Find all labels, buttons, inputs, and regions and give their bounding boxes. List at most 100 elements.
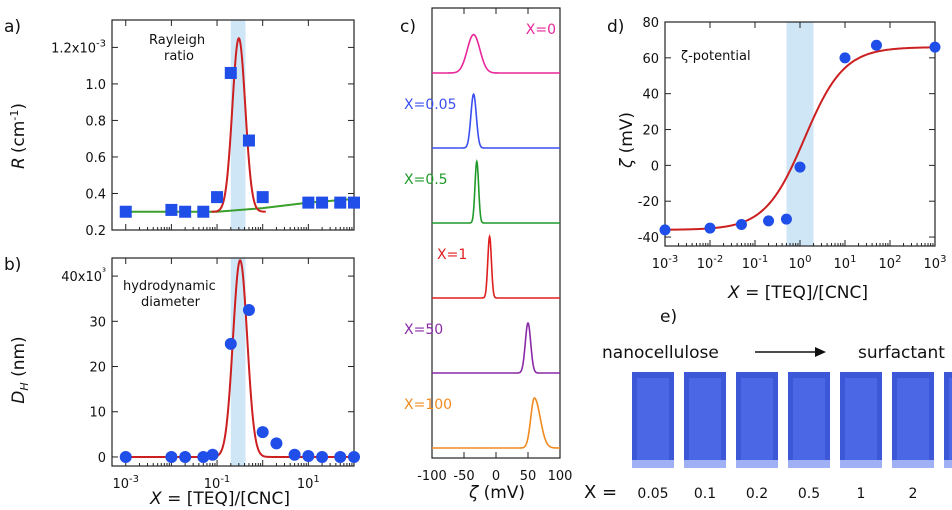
x-tick-label-c: -50 <box>453 469 474 484</box>
panel-c-label: c) <box>400 17 416 37</box>
y-axis-label-a-close: ) <box>9 103 29 110</box>
data-point-b <box>256 426 269 439</box>
fit-line-red-a <box>211 36 266 213</box>
plot-frame-c <box>431 7 561 459</box>
data-point-a <box>242 134 255 147</box>
x-axis-label-c: ζ (mV) <box>468 483 525 503</box>
data-point-b <box>316 450 329 463</box>
annotation-b-line2: diameter <box>141 295 201 310</box>
y-tick-label-a: 0.4 <box>85 187 106 202</box>
x-tick-label-c: 100 <box>548 469 573 484</box>
y-tick-label-b: 10 <box>89 406 106 421</box>
x-tick-label-c: 0 <box>492 469 500 484</box>
x-tick-label-c: -100 <box>417 469 447 484</box>
data-point-a <box>316 196 329 209</box>
panel-b-chart: hydrodynamic diameter DH (nm) X = [TEQ]/… <box>9 257 360 509</box>
series-label-x0: X=0 <box>526 22 556 38</box>
panel-e-label: e) <box>660 307 677 327</box>
data-point-d <box>929 41 941 53</box>
y-axis-label-b: DH (nm) <box>9 336 31 403</box>
y-tick-label-b: 0 <box>98 451 106 466</box>
plot-frame-a <box>111 19 355 231</box>
y-tick-label-d: 40 <box>642 88 659 103</box>
data-point-a <box>302 196 315 209</box>
data-point-b <box>224 337 237 350</box>
data-point-a <box>211 191 224 204</box>
y-tick-label-d: 80 <box>642 16 659 31</box>
y-tick-label-b: 40x10³ <box>61 267 106 285</box>
vial-base-0.2 <box>736 460 778 468</box>
vial-5 <box>944 372 952 468</box>
y-tick-label-d: -20 <box>638 195 659 210</box>
y-tick-label-b: 30 <box>89 315 106 330</box>
x-axis-label-b: X = [TEQ]/[CNC] <box>149 489 290 509</box>
annotation-b-line1: hydrodynamic <box>123 279 216 294</box>
series-label-x50: X=50 <box>404 322 443 338</box>
vial-inner-2 <box>897 378 929 466</box>
x-tick-label-d: 100 <box>789 254 812 272</box>
arrow-head <box>815 347 826 357</box>
y-axis-label-a: R (cm-1) <box>8 103 29 169</box>
plot-frame-b <box>111 257 355 467</box>
y-tick-label-d: 60 <box>642 52 659 67</box>
data-point-d <box>870 39 882 51</box>
vial-x-value-label: 1 <box>857 486 866 502</box>
x-tick-label-b: 10-3 <box>112 474 139 492</box>
vial-base-1 <box>840 460 882 468</box>
x-tick-label-c: 50 <box>520 469 537 484</box>
y-tick-label-a: 1.2x10-3 <box>51 38 106 56</box>
nanocellulose-label: nanocellulose <box>602 343 719 363</box>
vial-base-2 <box>892 460 934 468</box>
annotation-a-line2: ratio <box>164 49 194 64</box>
x-tick-label-d: 103 <box>924 254 947 272</box>
panel-e-photo-strip: nanocellulose surfactant X = 0.05 0.1 0.2 0… <box>584 343 952 503</box>
shaded-band-a <box>230 20 246 230</box>
data-point-a <box>197 205 210 218</box>
series-label-x005: X=0.05 <box>404 97 457 113</box>
panel-c-chart: ζ (mV) -100 -50 0 50 100 X=0 X=0.05 X=0.5 X=1 X=5… <box>404 7 573 503</box>
x-tick-label-d: 101 <box>834 254 857 272</box>
vial-x-value-label: 0.1 <box>694 486 716 502</box>
vial-inner-0.2 <box>741 378 773 466</box>
data-point-d <box>839 52 851 64</box>
data-point-a <box>165 203 178 216</box>
series-line-x100 <box>432 397 561 449</box>
y-tick-label-b: 20 <box>89 361 106 376</box>
series-label-x100: X=100 <box>404 397 452 413</box>
x-tick-label-d: 10-2 <box>697 254 724 272</box>
panel-a-chart: Rayleigh ratio R (cm-1) 0.2 0.4 0.6 0.8 1.0 1.… <box>8 19 360 239</box>
y-axis-label-d: ζ (mV) <box>617 112 637 169</box>
annotation-d: ζ-potential <box>681 49 751 64</box>
x-tick-label-b: 101 <box>297 474 320 492</box>
y-tick-label-a: 0.2 <box>85 224 106 239</box>
x-tick-label-b: 10-1 <box>204 474 231 492</box>
data-point-b <box>197 450 210 463</box>
vial-x-value-label: 0.05 <box>637 486 668 502</box>
vial-inner-0.1 <box>689 378 721 466</box>
x-prefix-label: X = <box>584 482 617 503</box>
vial-x-value-label: 2 <box>909 486 918 502</box>
panel-b-label: b) <box>4 255 21 275</box>
series-line-x1 <box>432 233 560 299</box>
vial-inner-1 <box>845 378 877 466</box>
data-point-a <box>179 205 192 218</box>
y-tick-label-a: 1.0 <box>85 78 106 93</box>
data-point-a <box>334 196 347 209</box>
y-axis-label-a-unit: (cm <box>9 121 29 154</box>
series-label-x1: X=1 <box>437 247 467 263</box>
data-point-d <box>763 215 775 227</box>
data-point-d <box>794 161 806 173</box>
x-axis-label-d: X = [TEQ]/[CNC] <box>727 283 868 303</box>
annotation-a-line1: Rayleigh <box>149 33 205 48</box>
vial-inner-0.05 <box>637 378 669 466</box>
y-tick-label-a: 0.6 <box>85 151 106 166</box>
data-point-b <box>334 450 347 463</box>
data-point-b <box>119 450 132 463</box>
series-line-x005 <box>432 92 560 149</box>
data-point-a <box>119 205 132 218</box>
vial-base-0.05 <box>632 460 674 468</box>
fit-line-red-b <box>125 259 354 458</box>
vial-x-value-label: 0.2 <box>746 486 768 502</box>
data-point-d <box>659 224 671 236</box>
